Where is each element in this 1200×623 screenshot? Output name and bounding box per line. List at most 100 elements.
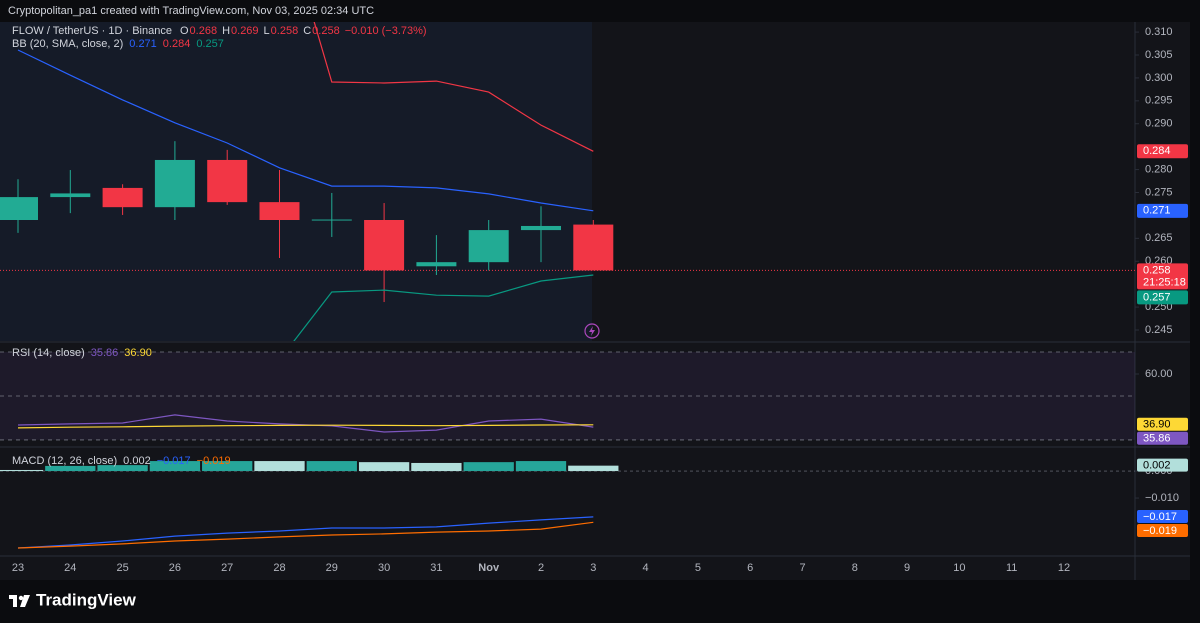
y-tick-label: 60.00: [1145, 368, 1173, 380]
price-tag: [1137, 203, 1188, 218]
histogram-bar: [358, 462, 410, 472]
price-tag-label: 36.90: [1143, 419, 1171, 431]
macd-pane: [0, 461, 1135, 549]
x-tick-label: 23: [12, 562, 24, 574]
candle-body: [0, 197, 38, 220]
legend-text: 0.271: [129, 38, 157, 50]
legend-text: 0.284: [163, 38, 191, 50]
price-tag-label: 0.257: [1143, 291, 1171, 303]
price-tag-label: 0.002: [1143, 460, 1171, 472]
y-tick-label: 0.265: [1145, 232, 1173, 244]
bb-line: [313, 22, 594, 152]
x-tick-label: 28: [273, 562, 285, 574]
logo: [9, 595, 30, 607]
y-tick-label: 0.295: [1145, 95, 1173, 107]
bb-line: [17, 49, 594, 212]
legend-text: −0.017: [157, 455, 191, 467]
y-tick-label: 0.310: [1145, 26, 1173, 38]
price-tag-label: 35.86: [1143, 433, 1171, 445]
candle-body: [207, 159, 248, 203]
histogram-bar: [45, 465, 96, 472]
histogram-bar: [515, 461, 567, 472]
x-tick-label: 26: [169, 562, 181, 574]
legend-text: 0.258: [271, 25, 299, 37]
legend-text: O: [180, 25, 189, 37]
macd-line: [17, 516, 594, 549]
legend-text: BB (20, SMA, close, 2): [12, 38, 123, 50]
x-tick-label: 27: [221, 562, 233, 574]
legend-text: H: [222, 25, 230, 37]
x-tick-label: 3: [590, 562, 596, 574]
legend-text: C: [303, 25, 311, 37]
price-tag: [1137, 509, 1188, 523]
legend-text: 35.86: [91, 347, 119, 359]
candle-body: [154, 159, 195, 208]
candle-body: [102, 187, 143, 208]
x-tick-label: 30: [378, 562, 390, 574]
x-tick-label: 31: [430, 562, 442, 574]
candle-body: [416, 262, 457, 267]
y-tick-label: −0.010: [1145, 492, 1179, 504]
rsi-pane: [0, 351, 1135, 441]
price-tag: [1137, 523, 1188, 537]
candle-body: [573, 224, 614, 271]
y-tick-label: 0.275: [1145, 186, 1173, 198]
histogram-bar: [411, 462, 462, 472]
candle-body: [468, 230, 509, 263]
x-tick-label: 10: [953, 562, 965, 574]
price-tag-label: −0.019: [1143, 525, 1177, 537]
legend-text: 0.269: [231, 25, 259, 37]
legend-text: RSI (14, close): [12, 347, 85, 359]
price-tag: [1137, 263, 1188, 290]
price-tag-label: 0.284: [1143, 145, 1171, 157]
x-tick-label: 29: [326, 562, 338, 574]
y-tick-label: 0.300: [1145, 72, 1173, 84]
legend-text: 36.90: [124, 347, 152, 359]
macd-line: [17, 521, 594, 549]
candle-body: [364, 220, 405, 271]
legend-text: −0.010: [345, 25, 379, 37]
price-tag: [1137, 417, 1188, 431]
x-tick-label: 9: [904, 562, 910, 574]
x-tick-label: 11: [1006, 562, 1017, 574]
price-tag: [1137, 144, 1188, 159]
x-tick-label: 8: [852, 562, 858, 574]
y-tick-label: 0.245: [1145, 324, 1173, 336]
legend-text: 0.002: [123, 455, 151, 467]
candle-body: [521, 225, 561, 231]
y-tick-label: 0.290: [1145, 118, 1173, 130]
logo-text: TradingView: [36, 590, 137, 609]
bb-line: [293, 274, 594, 341]
y-tick-label: 0.280: [1145, 163, 1173, 175]
legend-text: 0.268: [190, 25, 218, 37]
x-tick-label: 4: [643, 562, 649, 574]
histogram-bar: [149, 461, 201, 472]
candle-body: [259, 202, 300, 220]
price-tag-label: 0.271: [1143, 205, 1171, 217]
histogram-bar: [202, 461, 253, 472]
rsi-line: [17, 424, 594, 429]
candle-body: [50, 193, 91, 198]
histogram-bar: [97, 465, 148, 472]
histogram-bar: [463, 462, 514, 472]
legend-text: L: [264, 25, 270, 37]
y-tick-label: 0.305: [1145, 49, 1173, 61]
legend-text: 0.257: [196, 38, 224, 50]
alert-icon: [584, 323, 600, 339]
x-tick-label: 6: [747, 562, 753, 574]
x-tick-label: 12: [1058, 562, 1070, 574]
price-tag: [1137, 290, 1188, 305]
price-tag: [1137, 458, 1188, 472]
legend-text: −0.019: [197, 455, 231, 467]
x-tick-label: 7: [799, 562, 805, 574]
price-tag: [1137, 431, 1188, 445]
price-tag-label: −0.017: [1143, 511, 1177, 523]
x-tick-label: Nov: [478, 562, 500, 574]
candle-body: [311, 219, 352, 221]
header-text: Cryptopolitan_pa1 created with TradingVi…: [8, 5, 374, 17]
x-tick-label: 2: [538, 562, 544, 574]
legend-text: FLOW / TetherUS · 1D · Binance: [12, 25, 172, 37]
x-tick-label: 5: [695, 562, 701, 574]
